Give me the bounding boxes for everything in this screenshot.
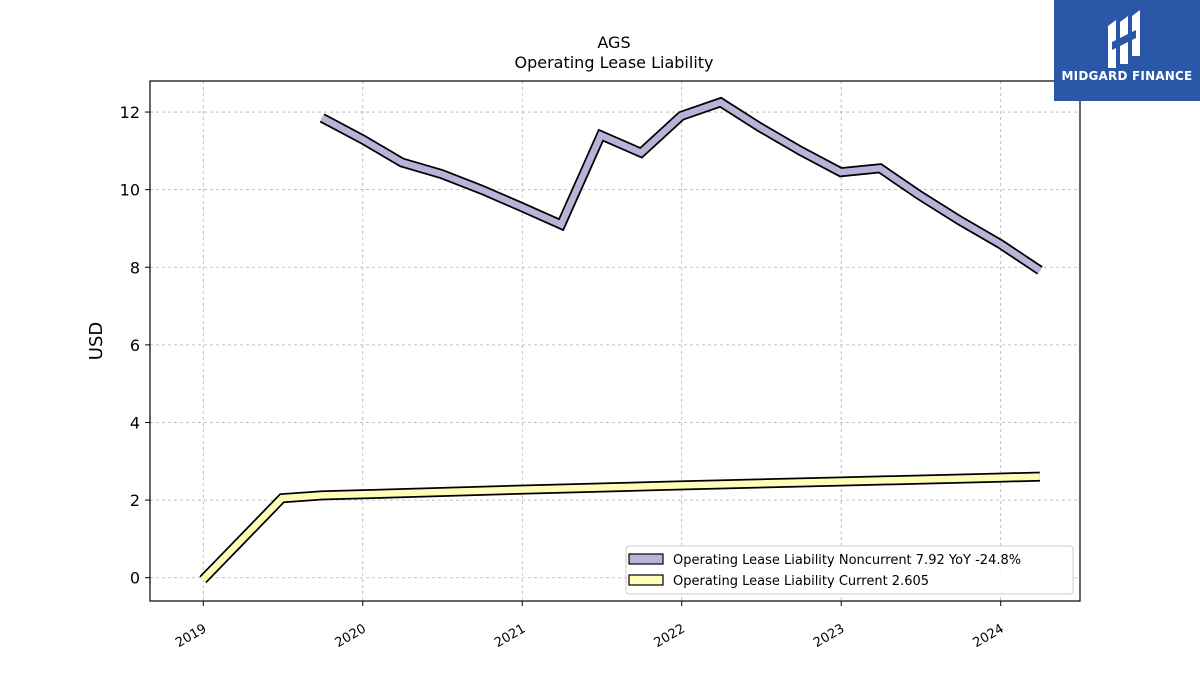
data-point — [759, 126, 762, 129]
data-point — [202, 578, 204, 581]
x-tick-label: 2022 — [652, 621, 688, 651]
brand-logo-icon — [1108, 10, 1140, 68]
series-layer — [199, 96, 1043, 584]
data-point — [719, 101, 722, 104]
data-point — [521, 206, 523, 208]
x-tick-label: 2021 — [492, 621, 528, 651]
plot-frame — [149, 80, 1081, 602]
series-line — [320, 98, 1042, 274]
x-tick-label: 2023 — [811, 621, 847, 651]
data-point — [1039, 475, 1041, 478]
data-point — [480, 188, 483, 191]
data-point — [321, 494, 323, 497]
chart-title: AGS — [597, 33, 630, 52]
data-point — [879, 167, 881, 170]
series-1 — [199, 471, 1041, 584]
data-point — [281, 497, 283, 499]
data-point — [999, 476, 1002, 479]
data-point — [401, 161, 403, 164]
data-point — [959, 219, 961, 222]
legend-swatch — [628, 574, 664, 586]
chart-subtitle: Operating Lease Liability — [514, 53, 713, 72]
data-point — [321, 117, 323, 119]
data-point — [521, 488, 523, 491]
data-point — [361, 493, 364, 496]
y-tick-label: 12 — [120, 103, 140, 122]
x-tick-label: 2020 — [333, 621, 369, 651]
x-tick-label: 2019 — [173, 621, 209, 651]
data-point — [680, 115, 683, 117]
y-tick-label: 6 — [130, 336, 140, 355]
data-point — [999, 243, 1002, 245]
y-tick-label: 8 — [130, 258, 140, 277]
y-tick-label: 2 — [130, 491, 140, 510]
x-tick-label: 2024 — [971, 621, 1007, 651]
legend-label: Operating Lease Liability Current 2.605 — [673, 574, 929, 589]
legend-box — [625, 545, 1074, 595]
data-point — [680, 484, 683, 487]
data-point — [640, 151, 642, 154]
series-0 — [319, 96, 1043, 275]
y-tick-label: 10 — [120, 181, 140, 200]
data-point — [361, 138, 364, 141]
data-point — [919, 194, 921, 197]
data-point — [440, 173, 443, 175]
data-point — [839, 480, 842, 483]
legend: Operating Lease Liability Noncurrent 7.9… — [625, 545, 1074, 595]
brand-logo: MIDGARD FINANCE — [1054, 0, 1200, 101]
y-axis-label: USD — [86, 322, 107, 360]
data-point — [600, 134, 602, 137]
brand-logo-text: MIDGARD FINANCE — [1061, 69, 1193, 83]
data-point — [560, 223, 562, 226]
series-line-outline — [319, 96, 1043, 275]
y-tick-label: 0 — [130, 569, 140, 588]
legend-swatch — [628, 553, 664, 565]
legend-label: Operating Lease Liability Noncurrent 7.9… — [673, 553, 1021, 568]
grid — [150, 81, 1080, 601]
data-point — [799, 150, 802, 152]
data-point — [1039, 269, 1041, 272]
data-point — [839, 171, 842, 173]
y-tick-label: 4 — [130, 413, 140, 432]
